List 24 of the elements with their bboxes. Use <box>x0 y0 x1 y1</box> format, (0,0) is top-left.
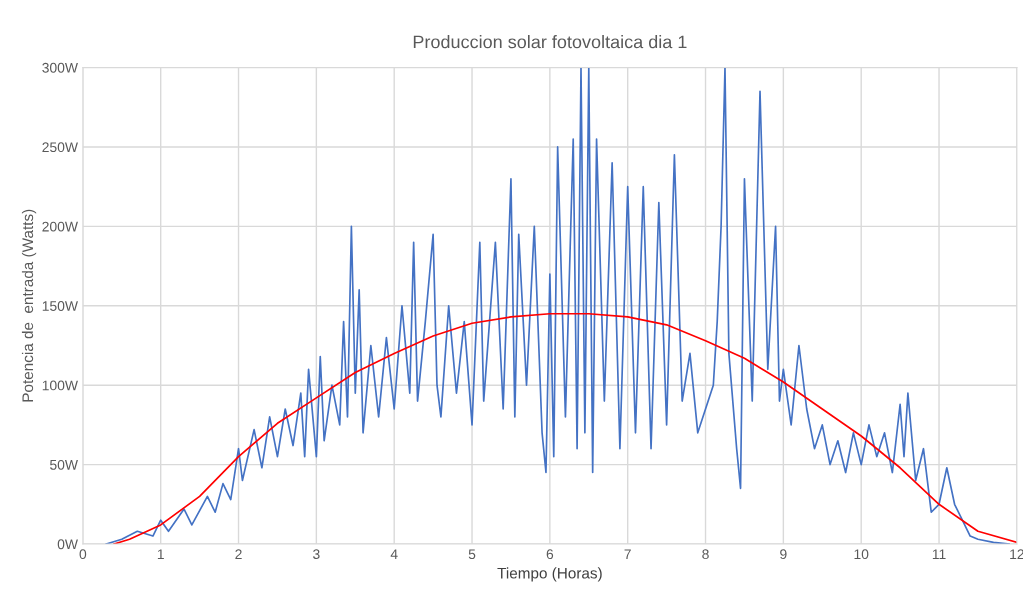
y-tick-label: 200W <box>42 221 78 232</box>
x-tick-label: 5 <box>468 549 476 560</box>
y-tick-label: 0W <box>57 539 78 550</box>
x-tick-label: 6 <box>546 549 554 560</box>
chart-title: Produccion solar fotovoltaica dia 1 <box>413 35 687 49</box>
x-tick-label: 2 <box>235 549 242 559</box>
x-axis-title: Tiempo (Horas) <box>497 567 602 582</box>
y-tick-label: 100W <box>42 380 78 391</box>
y-tick-label: 250W <box>42 142 78 153</box>
x-tick-label: 12 <box>1010 549 1023 559</box>
x-tick-label: 11 <box>932 549 946 559</box>
x-tick-label: 0 <box>79 549 87 560</box>
y-axis-title: Potencia de entrada (Watts) <box>21 209 37 402</box>
x-tick-label: 10 <box>854 549 869 560</box>
x-tick-label: 8 <box>702 549 709 560</box>
x-tick-label: 9 <box>780 549 787 560</box>
y-tick-label: 150W <box>42 301 78 311</box>
x-tick-label: 3 <box>313 549 320 560</box>
y-tick-label: 50W <box>50 459 78 470</box>
x-tick-label: 7 <box>624 549 631 559</box>
x-tick-label: 1 <box>157 549 164 559</box>
y-tick-label: 300W <box>42 62 78 73</box>
line-series <box>113 312 1017 544</box>
x-tick-label: 4 <box>390 549 398 559</box>
